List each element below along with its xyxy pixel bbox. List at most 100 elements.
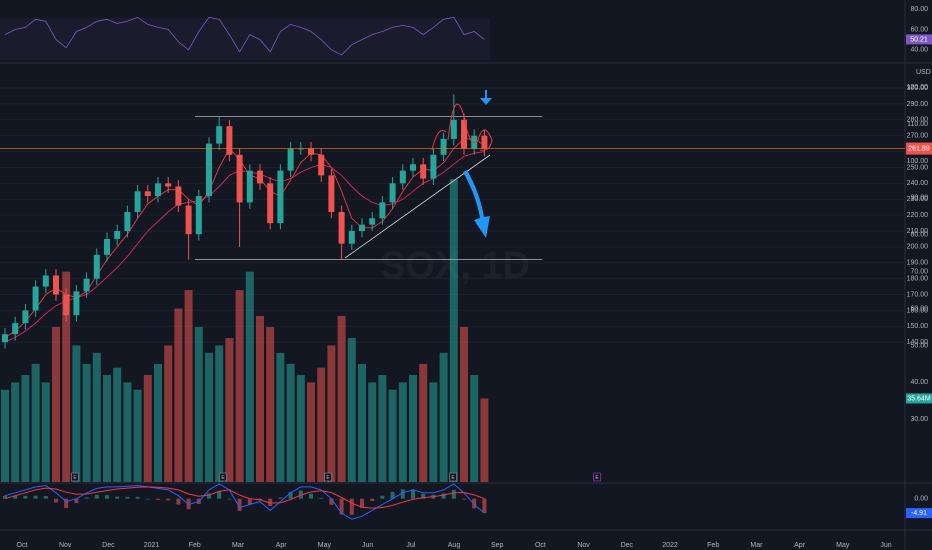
volume-bar [184,290,193,482]
rsi-band [0,18,490,60]
macd-histogram [227,498,232,500]
y-tick-label: 250.00 [907,164,929,171]
candle-body [318,154,325,176]
candle-body [328,175,335,212]
macd-histogram [278,497,283,499]
x-tick-label: Feb [707,542,719,549]
moving-average [4,138,485,338]
candle-body [42,275,49,287]
rsi-last-label: 50.21 [910,36,928,43]
volume-bar [113,367,122,482]
y-tick-label: 240.00 [907,180,929,187]
macd-histogram [247,498,252,505]
macd-histogram [390,491,395,499]
candle-body [359,224,365,232]
y-tick-label: 60.00 [910,305,928,312]
candle-body [338,211,345,244]
x-tick-label: Feb [189,542,201,549]
candle-body [22,310,29,324]
volume-bar [62,271,71,482]
macd-histogram [482,498,487,514]
volume-bar [205,352,213,482]
candle-body [53,275,59,295]
macd-last-label: -4.91 [911,510,927,517]
x-tick-label: Oct [535,542,546,549]
candle-body [430,154,437,179]
y-tick-label: 0.00 [914,496,928,503]
y-tick-label: 230.00 [907,196,929,203]
event-label: E [221,475,225,481]
y-tick-label: 50.00 [910,342,928,349]
macd-histogram [135,496,140,499]
candle-body [481,135,488,149]
volume-bar [31,363,40,482]
volume-label-box [906,393,932,404]
candle-body [379,202,386,219]
macd-histogram [43,496,48,499]
candle-body [12,323,19,335]
candle-body [277,170,284,224]
macd-histogram [3,495,7,499]
volume-bar [327,345,336,482]
macd-histogram [462,498,466,500]
volume-bar [143,374,152,482]
event-box [449,472,457,482]
macd-histogram [13,495,18,499]
candle-body [450,119,457,139]
macd-histogram [125,496,130,499]
rsi-label-box [906,34,932,45]
volume-bar [164,345,173,482]
y-tick-label: 90.00 [910,195,928,202]
volume-bar [235,290,244,482]
x-tick-label: Dec [621,542,634,549]
candle-body [399,170,406,184]
x-tick-label: May [836,542,850,549]
macd-histogram [23,495,28,499]
volume-bar [317,367,326,482]
x-tick-label: Oct [17,542,28,549]
moving-average [4,151,485,343]
macd-histogram [33,495,38,499]
candle-body [410,164,416,171]
candle-body [440,138,447,155]
arrow [480,90,492,105]
event-label: E [73,475,77,481]
macd-histogram [309,493,313,499]
x-tick-label: Sep [491,542,504,549]
candle-body [104,238,110,255]
y-tick-label: 180.00 [907,276,929,283]
volume-bar [92,352,101,482]
macd-histogram [360,498,364,508]
macd-histogram [237,498,242,511]
macd-histogram [451,489,456,499]
event-label: E [595,475,599,481]
candle-body [461,119,467,149]
candle-body [206,143,212,197]
macd-histogram [298,490,303,499]
event-box [219,472,227,482]
macd-histogram [472,498,477,509]
macd-histogram [411,489,415,499]
volume-bar [398,382,407,482]
macd-histogram [145,498,150,500]
x-tick-label: May [318,542,332,549]
candle-body [93,254,100,279]
y-tick-label: 210.00 [907,228,929,235]
volume-bar [21,374,30,482]
volume-bar [133,389,142,482]
event-box [324,472,332,482]
y-tick-label: 40.00 [910,379,928,386]
y-tick-label: 270.00 [907,133,929,140]
signal-line [4,486,485,509]
volume-bar [368,382,377,482]
macd-histogram [54,498,58,503]
marks: 140.00 150.00 160.00 170.00 180.00 190.00 200.… [0,6,932,549]
candle-body [226,126,233,155]
macd-histogram [370,498,375,502]
y-tick-label: 150.00 [907,323,929,330]
volume-bar [225,338,234,482]
y-tick-label: 80.00 [910,232,928,239]
macd-histogram [319,497,324,499]
volume-bar [103,374,111,482]
